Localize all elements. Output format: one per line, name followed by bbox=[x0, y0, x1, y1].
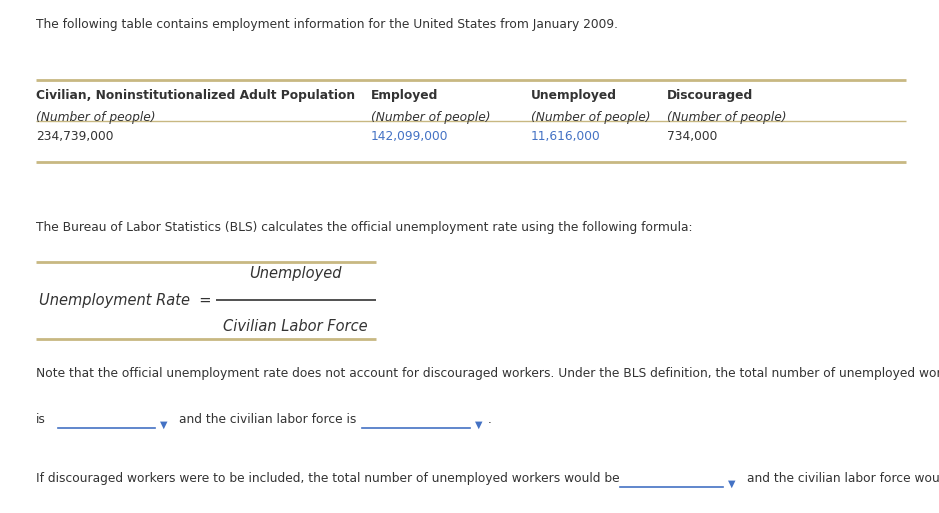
Text: Employed: Employed bbox=[371, 89, 439, 102]
Text: Unemployment Rate  =: Unemployment Rate = bbox=[39, 292, 212, 308]
Text: The following table contains employment information for the United States from J: The following table contains employment … bbox=[36, 18, 618, 31]
Text: (Number of people): (Number of people) bbox=[531, 111, 650, 124]
Text: ▼: ▼ bbox=[475, 420, 483, 430]
Text: ▼: ▼ bbox=[160, 420, 167, 430]
Text: 11,616,000: 11,616,000 bbox=[531, 130, 600, 143]
Text: Unemployed: Unemployed bbox=[531, 89, 617, 102]
Text: 734,000: 734,000 bbox=[667, 130, 717, 143]
Text: Discouraged: Discouraged bbox=[667, 89, 753, 102]
Text: Civilian Labor Force: Civilian Labor Force bbox=[223, 319, 368, 334]
Text: (Number of people): (Number of people) bbox=[667, 111, 786, 124]
Text: Note that the official unemployment rate does not account for discouraged worker: Note that the official unemployment rate… bbox=[36, 367, 939, 380]
Text: .: . bbox=[487, 413, 491, 426]
Text: If discouraged workers were to be included, the total number of unemployed worke: If discouraged workers were to be includ… bbox=[36, 472, 620, 485]
Text: 142,099,000: 142,099,000 bbox=[371, 130, 449, 143]
Text: Unemployed: Unemployed bbox=[250, 266, 342, 281]
Text: and the civilian labor force is: and the civilian labor force is bbox=[179, 413, 357, 426]
Text: ▼: ▼ bbox=[728, 479, 735, 489]
Text: is: is bbox=[36, 413, 46, 426]
Text: (Number of people): (Number of people) bbox=[371, 111, 490, 124]
Text: (Number of people): (Number of people) bbox=[36, 111, 155, 124]
Text: 234,739,000: 234,739,000 bbox=[36, 130, 114, 143]
Text: The Bureau of Labor Statistics (BLS) calculates the official unemployment rate u: The Bureau of Labor Statistics (BLS) cal… bbox=[36, 221, 692, 233]
Text: and the civilian labor force would be: and the civilian labor force would be bbox=[747, 472, 939, 485]
Text: Civilian, Noninstitutionalized Adult Population: Civilian, Noninstitutionalized Adult Pop… bbox=[36, 89, 355, 102]
